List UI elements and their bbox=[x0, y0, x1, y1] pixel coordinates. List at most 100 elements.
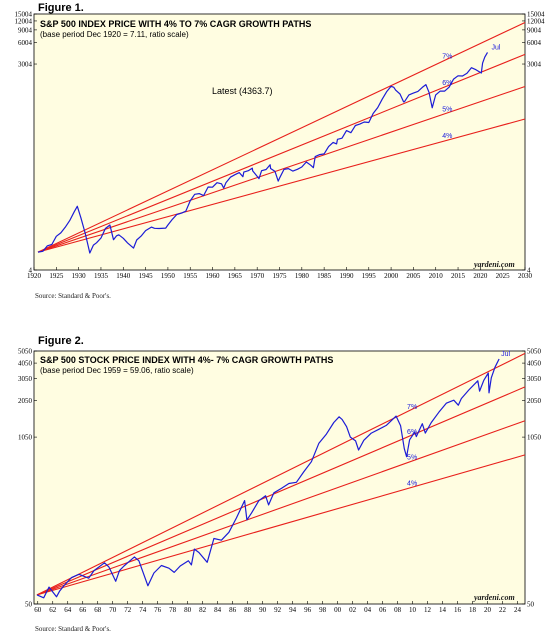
x-tick-label: 10 bbox=[409, 606, 417, 614]
x-tick-label: 20 bbox=[484, 606, 492, 614]
chart-title: S&P 500 STOCK PRICE INDEX WITH 4%- 7% CA… bbox=[40, 355, 333, 365]
x-tick-label: 2030 bbox=[518, 272, 533, 280]
x-tick-label: 1970 bbox=[250, 272, 265, 280]
y-tick-label-right: 6004 bbox=[527, 39, 542, 47]
x-tick-label: 2000 bbox=[384, 272, 399, 280]
x-tick-label: 98 bbox=[319, 606, 327, 614]
y-tick-label-right: 4 bbox=[527, 267, 531, 275]
chart-title: S&P 500 INDEX PRICE WITH 4% TO 7% CAGR G… bbox=[40, 19, 311, 29]
growth-path-label: 4% bbox=[407, 480, 417, 487]
figure-1-label: Figure 1. bbox=[38, 2, 84, 14]
y-tick-label-left: 4 bbox=[29, 267, 33, 275]
x-tick-label: 1975 bbox=[273, 272, 288, 280]
y-tick-label-right: 15004 bbox=[527, 11, 545, 19]
growth-path-label: 7% bbox=[442, 53, 452, 60]
growth-path-label: 7% bbox=[407, 404, 417, 411]
x-tick-label: 2025 bbox=[496, 272, 511, 280]
x-tick-label: 06 bbox=[379, 606, 387, 614]
x-tick-label: 64 bbox=[64, 606, 72, 614]
y-tick-label-left: 1050 bbox=[18, 434, 33, 442]
growth-path-5 bbox=[37, 86, 526, 253]
y-tick-label-left: 5050 bbox=[18, 348, 33, 356]
x-tick-label: 2015 bbox=[451, 272, 466, 280]
growth-path-5 bbox=[36, 420, 526, 596]
x-tick-label: 1950 bbox=[161, 272, 176, 280]
y-tick-label-right: 12004 bbox=[527, 17, 545, 25]
sp500-index-line bbox=[36, 358, 500, 599]
x-tick-label: 84 bbox=[214, 606, 222, 614]
x-tick-label: 2010 bbox=[429, 272, 444, 280]
y-tick-label-right: 5050 bbox=[527, 348, 542, 356]
x-tick-label: 96 bbox=[304, 606, 312, 614]
x-tick-label: 1940 bbox=[116, 272, 131, 280]
x-tick-label: 2020 bbox=[473, 272, 488, 280]
x-tick-label: 04 bbox=[364, 606, 372, 614]
y-tick-label-left: 50 bbox=[25, 601, 33, 609]
plot-area bbox=[33, 13, 526, 271]
x-tick-label: 66 bbox=[79, 606, 87, 614]
x-tick-label: 1990 bbox=[339, 272, 354, 280]
sp500-index-line bbox=[37, 52, 489, 254]
y-tick-label-left: 9004 bbox=[18, 26, 33, 34]
y-tick-label-right: 50 bbox=[527, 601, 535, 609]
x-tick-label: 76 bbox=[154, 606, 162, 614]
brand-mark: yardeni.com bbox=[473, 593, 515, 602]
x-tick-label: 08 bbox=[394, 606, 402, 614]
y-tick-label-left: 4050 bbox=[18, 360, 33, 368]
growth-path-label: 6% bbox=[442, 80, 452, 87]
x-tick-label: 18 bbox=[469, 606, 477, 614]
y-tick-label-right: 4050 bbox=[527, 360, 542, 368]
series-end-label: Jul bbox=[501, 351, 510, 358]
x-tick-label: 1985 bbox=[317, 272, 332, 280]
x-tick-label: 16 bbox=[454, 606, 462, 614]
y-tick-label-right: 3004 bbox=[527, 61, 542, 69]
x-tick-label: 82 bbox=[199, 606, 207, 614]
growth-path-4 bbox=[37, 118, 526, 253]
x-tick-label: 88 bbox=[244, 606, 252, 614]
y-tick-label-left: 15004 bbox=[15, 11, 33, 19]
x-tick-label: 2005 bbox=[406, 272, 421, 280]
x-tick-label: 94 bbox=[289, 606, 297, 614]
growth-path-7 bbox=[36, 352, 526, 596]
growth-path-label: 5% bbox=[407, 455, 417, 462]
figure-2-source: Source: Standard & Poor's. bbox=[35, 625, 111, 633]
y-tick-label-left: 3050 bbox=[18, 375, 33, 383]
growth-path-label: 6% bbox=[407, 429, 417, 436]
growth-path-6 bbox=[36, 386, 526, 596]
x-tick-label: 78 bbox=[169, 606, 177, 614]
series-end-label: Jul bbox=[492, 44, 501, 51]
x-tick-label: 80 bbox=[184, 606, 192, 614]
x-tick-label: 1945 bbox=[139, 272, 154, 280]
y-tick-label-right: 1050 bbox=[527, 434, 542, 442]
x-tick-label: 70 bbox=[109, 606, 117, 614]
x-tick-label: 12 bbox=[424, 606, 432, 614]
x-tick-label: 1925 bbox=[49, 272, 64, 280]
x-tick-label: 1995 bbox=[362, 272, 377, 280]
brand-mark: yardeni.com bbox=[473, 260, 515, 269]
y-tick-label-left: 12004 bbox=[15, 17, 33, 25]
latest-annotation: Latest (4363.7) bbox=[212, 86, 273, 96]
y-tick-label-left: 6004 bbox=[18, 39, 33, 47]
x-tick-label: 68 bbox=[94, 606, 102, 614]
x-tick-label: 92 bbox=[274, 606, 282, 614]
figure-1-chart: 4% 5% 6% 7% Jul 1920 1925 1930 1935 1940 1945 195… bbox=[15, 11, 546, 281]
x-tick-label: 00 bbox=[334, 606, 342, 614]
x-tick-label: 1930 bbox=[72, 272, 87, 280]
growth-path-label: 5% bbox=[442, 106, 452, 113]
x-tick-label: 1955 bbox=[183, 272, 198, 280]
x-tick-label: 14 bbox=[439, 606, 447, 614]
growth-path-7 bbox=[37, 21, 526, 253]
chart-subtitle: (base period Dec 1920 = 7.11, ratio scal… bbox=[40, 30, 189, 39]
y-tick-label-right: 9004 bbox=[527, 26, 542, 34]
x-tick-label: 1935 bbox=[94, 272, 109, 280]
x-tick-label: 24 bbox=[514, 606, 522, 614]
x-tick-label: 86 bbox=[229, 606, 237, 614]
figure-2-chart: 4% 5% 6% 7% Jul 60 62 64 66 68 70 72 74 76 78 80 82 84 8… bbox=[18, 348, 542, 615]
chart-subtitle: (base period Dec 1959 = 59.06, ratio sca… bbox=[40, 366, 194, 375]
figure-1-source: Source: Standard & Poor's. bbox=[35, 292, 111, 300]
x-tick-label: 72 bbox=[124, 606, 132, 614]
x-tick-label: 62 bbox=[49, 606, 57, 614]
x-tick-label: 1920 bbox=[27, 272, 42, 280]
x-tick-label: 1960 bbox=[206, 272, 221, 280]
y-tick-label-left: 3004 bbox=[18, 61, 33, 69]
